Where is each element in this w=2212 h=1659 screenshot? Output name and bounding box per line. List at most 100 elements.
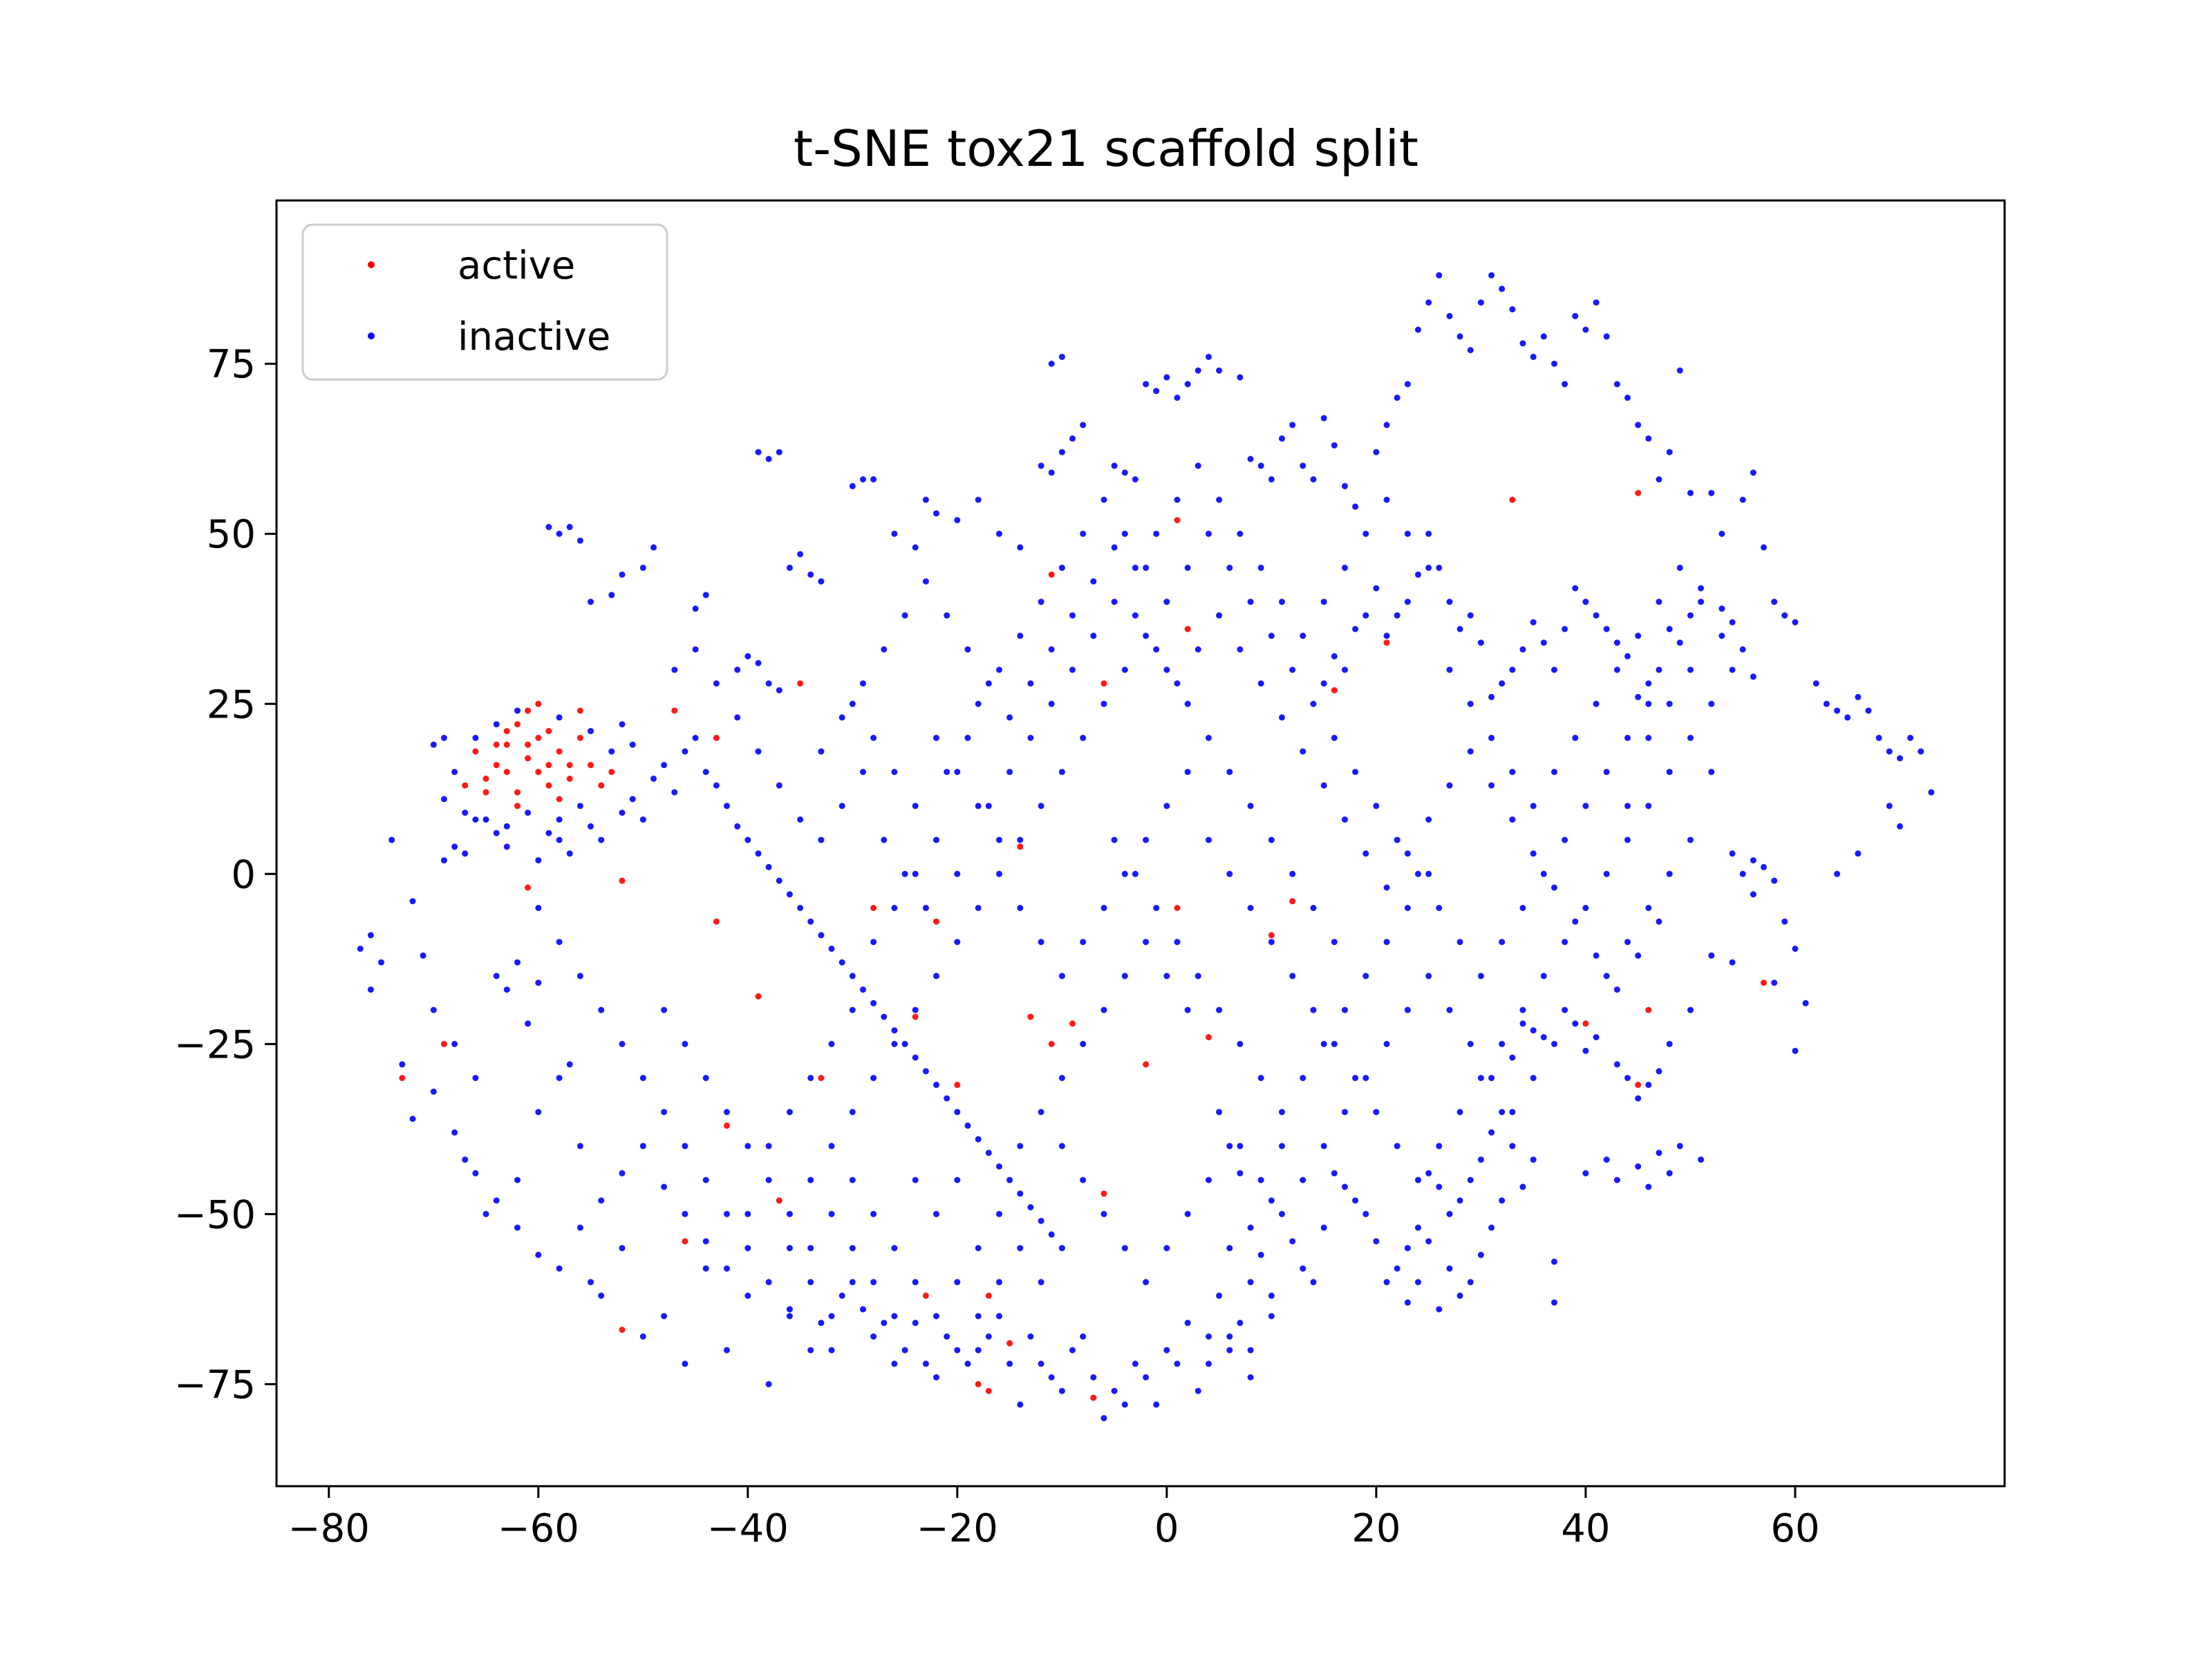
point-inactive-303 xyxy=(535,857,542,864)
point-inactive-501 xyxy=(1090,632,1097,639)
point-inactive-548 xyxy=(619,1170,626,1177)
point-inactive-127 xyxy=(1446,312,1453,319)
point-inactive-207 xyxy=(1897,755,1903,762)
point-inactive-26 xyxy=(661,1313,668,1320)
point-inactive-716 xyxy=(503,823,510,830)
point-inactive-284 xyxy=(1519,1183,1526,1190)
point-inactive-23 xyxy=(598,1292,605,1299)
point-inactive-555 xyxy=(765,1143,772,1150)
point-inactive-58 xyxy=(566,523,573,530)
point-inactive-385 xyxy=(1352,769,1359,776)
point-inactive-316 xyxy=(692,735,699,741)
point-inactive-471 xyxy=(1184,1006,1191,1013)
point-active-71 xyxy=(870,905,877,911)
point-inactive-553 xyxy=(724,1265,730,1272)
point-inactive-232 xyxy=(1645,1081,1652,1088)
point-inactive-122 xyxy=(1394,394,1400,401)
point-inactive-296 xyxy=(430,741,437,748)
point-inactive-270 xyxy=(1237,1170,1244,1177)
point-inactive-202 xyxy=(1844,714,1851,721)
point-inactive-388 xyxy=(1415,870,1421,877)
point-inactive-558 xyxy=(828,1040,835,1047)
point-inactive-624 xyxy=(1006,714,1013,721)
point-inactive-702 xyxy=(838,1292,845,1299)
point-inactive-485 xyxy=(1488,1075,1495,1081)
point-inactive-62 xyxy=(619,571,626,578)
point-inactive-708 xyxy=(588,728,594,735)
point-inactive-273 xyxy=(1551,1299,1557,1306)
point-inactive-537 xyxy=(399,1061,406,1068)
point-inactive-299 xyxy=(462,850,469,857)
point-inactive-507 xyxy=(1216,496,1223,503)
point-inactive-425 xyxy=(1038,599,1044,606)
point-inactive-132 xyxy=(1499,285,1506,292)
point-active-35 xyxy=(399,1075,406,1081)
point-inactive-302 xyxy=(503,843,510,850)
point-inactive-571 xyxy=(1100,905,1107,911)
point-inactive-530 xyxy=(1698,599,1705,606)
point-inactive-450 xyxy=(744,1245,751,1252)
point-inactive-495 xyxy=(964,735,971,741)
point-inactive-59 xyxy=(577,537,583,544)
point-inactive-399 xyxy=(1645,700,1652,707)
point-inactive-38 xyxy=(912,1320,919,1327)
point-inactive-414 xyxy=(1404,905,1411,911)
point-inactive-707 xyxy=(556,714,563,721)
point-inactive-700 xyxy=(881,1320,888,1327)
point-active-43 xyxy=(975,1380,982,1387)
point-inactive-331 xyxy=(849,973,856,980)
point-inactive-158 xyxy=(1792,619,1799,626)
point-active-54 xyxy=(1143,1061,1150,1068)
point-inactive-317 xyxy=(702,769,709,776)
point-active-51 xyxy=(1100,680,1107,687)
point-inactive-230 xyxy=(1666,1040,1673,1047)
point-inactive-173 xyxy=(1593,612,1600,619)
point-inactive-112 xyxy=(1279,435,1285,442)
y-tick-label: 75 xyxy=(207,342,256,387)
point-inactive-538 xyxy=(409,1116,416,1123)
point-inactive-263 xyxy=(1310,1279,1317,1286)
point-inactive-215 xyxy=(1812,680,1819,687)
point-inactive-619 xyxy=(901,612,908,619)
point-inactive-568 xyxy=(1038,939,1044,946)
point-inactive-696 xyxy=(964,1360,971,1367)
point-inactive-643 xyxy=(1404,850,1411,857)
point-inactive-19 xyxy=(556,1075,563,1081)
point-inactive-381 xyxy=(1268,632,1275,639)
point-inactive-214 xyxy=(1834,870,1841,877)
point-inactive-654 xyxy=(1635,952,1642,959)
point-inactive-410 xyxy=(1320,1040,1327,1047)
point-inactive-25 xyxy=(639,1333,646,1340)
point-inactive-224 xyxy=(1802,1000,1809,1006)
point-inactive-368 xyxy=(996,870,1002,877)
point-inactive-345 xyxy=(996,1163,1002,1170)
point-inactive-95 xyxy=(1058,353,1065,360)
point-inactive-452 xyxy=(786,1313,793,1320)
point-inactive-372 xyxy=(1080,735,1087,741)
point-inactive-421 xyxy=(954,870,961,877)
point-inactive-104 xyxy=(1184,381,1191,388)
point-inactive-193 xyxy=(1383,632,1390,639)
point-inactive-518 xyxy=(1446,666,1453,673)
point-inactive-99 xyxy=(1132,476,1138,482)
point-inactive-37 xyxy=(891,1360,898,1367)
point-inactive-52 xyxy=(1206,1360,1212,1367)
point-inactive-440 xyxy=(535,905,542,911)
point-inactive-198 xyxy=(1331,653,1338,659)
point-inactive-402 xyxy=(1153,905,1160,911)
point-inactive-433 xyxy=(1206,735,1212,741)
point-inactive-403 xyxy=(1174,939,1181,946)
point-inactive-600 xyxy=(1708,700,1715,707)
point-inactive-620 xyxy=(922,578,929,585)
point-inactive-258 xyxy=(1362,1210,1369,1217)
point-inactive-386 xyxy=(1373,803,1380,809)
point-inactive-42 xyxy=(996,1313,1002,1320)
point-active-46 xyxy=(985,1292,992,1299)
point-inactive-376 xyxy=(1163,599,1170,606)
point-inactive-128 xyxy=(1456,333,1463,340)
point-inactive-625 xyxy=(1027,680,1034,687)
point-inactive-83 xyxy=(912,544,919,551)
point-inactive-217 xyxy=(1739,870,1746,877)
point-inactive-242 xyxy=(1530,1027,1537,1034)
point-inactive-567 xyxy=(1017,905,1024,911)
